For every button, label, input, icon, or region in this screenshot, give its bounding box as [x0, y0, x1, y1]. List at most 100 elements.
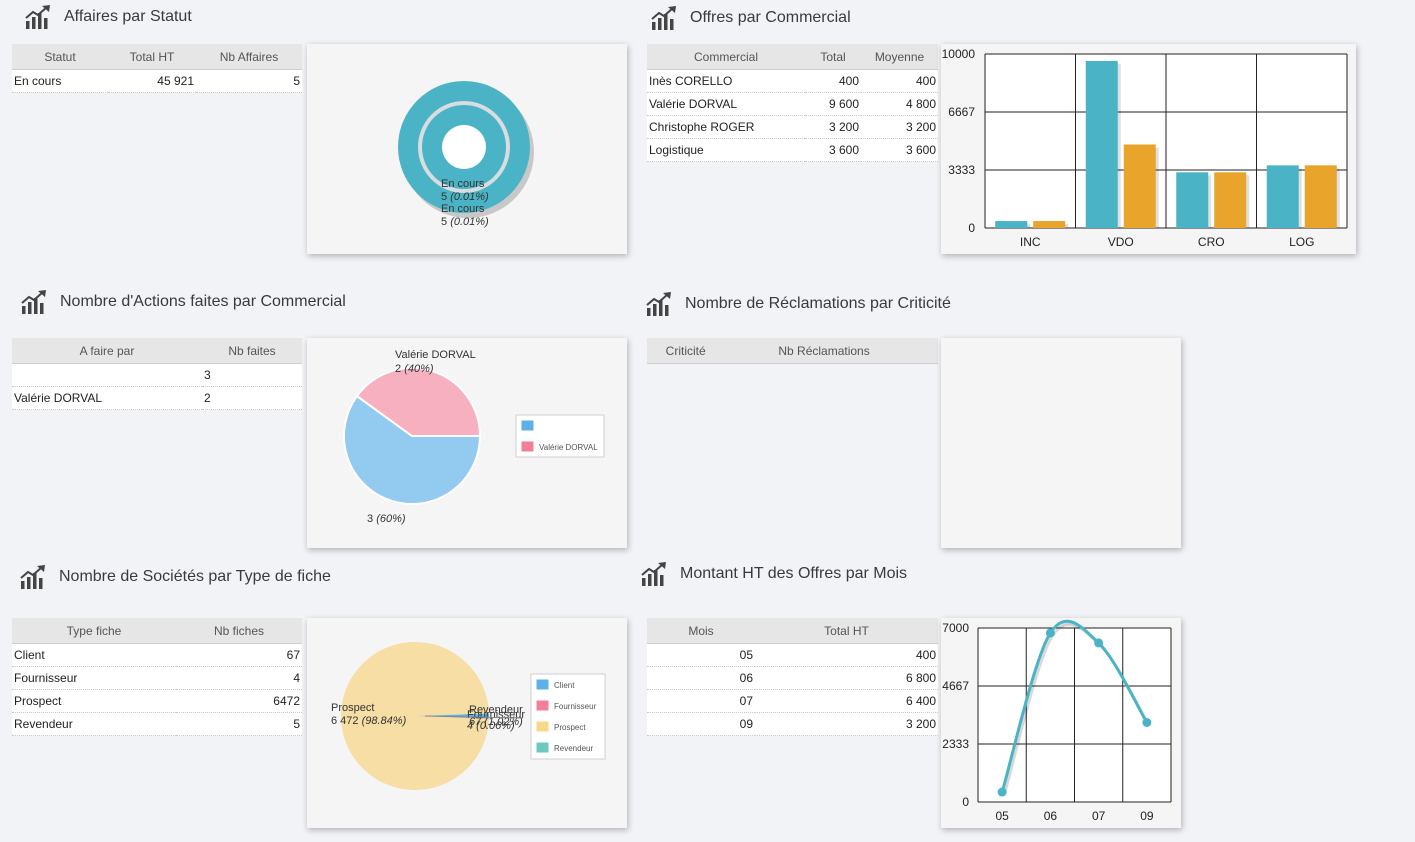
- cell-total: 9 600: [805, 92, 861, 116]
- chart-growth-icon: [646, 292, 671, 316]
- table-row[interactable]: En cours 45 921 5: [12, 69, 302, 93]
- column-header-nb-faites[interactable]: Nb faites: [202, 338, 302, 364]
- bar[interactable]: [1304, 165, 1337, 228]
- x-tick-label: VDO: [1108, 235, 1134, 249]
- table-montant: Mois Total HT 05 400 06 6 800 07 6 400 0…: [647, 618, 938, 736]
- bar[interactable]: [1123, 144, 1156, 228]
- data-point[interactable]: [1142, 717, 1152, 727]
- table-row[interactable]: Client 67: [12, 643, 302, 667]
- table-row[interactable]: Christophe ROGER 3 200 3 200: [647, 115, 938, 139]
- legend-swatch: [535, 720, 550, 733]
- column-header-statut[interactable]: Statut: [12, 44, 108, 70]
- cell-type-fiche: Client: [12, 643, 176, 667]
- widget-title-societes: Nombre de Sociétés par Type de fiche: [19, 564, 331, 590]
- x-tick-label: CRO: [1198, 235, 1225, 249]
- pie-slice[interactable]: [341, 641, 489, 790]
- table-row[interactable]: Fournisseur 4: [12, 666, 302, 690]
- cell-total-ht: 6 800: [755, 666, 938, 690]
- cell-total: 400: [805, 69, 861, 93]
- table-row[interactable]: Revendeur 5: [12, 712, 302, 736]
- data-point[interactable]: [997, 787, 1007, 797]
- table-row[interactable]: Inès CORELLO 400 400: [647, 69, 938, 93]
- legend-item[interactable]: Prospect: [554, 723, 586, 732]
- table-row[interactable]: Logistique 3 600 3 600: [647, 138, 938, 162]
- chart-growth-icon: [641, 562, 666, 586]
- data-point[interactable]: [1045, 628, 1055, 638]
- column-header-commercial[interactable]: Commercial: [647, 44, 805, 70]
- table-header: Commercial Total Moyenne: [647, 44, 938, 70]
- cell-commercial: Christophe ROGER: [647, 115, 805, 139]
- table-row[interactable]: Prospect 6472: [12, 689, 302, 713]
- cell-total-ht: 400: [755, 643, 938, 667]
- donut-outer-label: En cours: [441, 178, 485, 190]
- legend-swatch: [535, 678, 550, 691]
- legend-item[interactable]: Fournisseur: [554, 702, 597, 711]
- pie-chart: Prospect 6 472 (98.84%) Revendeur Fourni…: [331, 641, 606, 790]
- chart-growth-icon: [21, 290, 46, 314]
- pie-label-prospect-value: 6 472 (98.84%): [331, 715, 407, 727]
- cell-total: 3 200: [805, 115, 861, 139]
- table-reclamations: Criticité Nb Réclamations: [647, 338, 938, 364]
- cell-moyenne: 3 200: [861, 115, 938, 139]
- column-header-nb-fiches[interactable]: Nb fiches: [176, 618, 302, 644]
- legend-item[interactable]: Revendeur: [554, 744, 593, 753]
- table-actions: A faire par Nb faites 3 Valérie DORVAL 2: [12, 338, 302, 410]
- cell-mois: 07: [647, 689, 755, 713]
- bar[interactable]: [1176, 172, 1209, 228]
- y-tick-label: 0: [962, 795, 969, 809]
- column-header-criticite[interactable]: Criticité: [647, 338, 725, 364]
- column-header-moyenne[interactable]: Moyenne: [861, 44, 938, 70]
- donut-hole: [442, 125, 486, 169]
- column-header-total[interactable]: Total: [805, 44, 861, 70]
- table-row[interactable]: 05 400: [647, 643, 938, 667]
- cell-mois: 05: [647, 643, 755, 667]
- table-header: Mois Total HT: [647, 618, 938, 644]
- table-row[interactable]: 09 3 200: [647, 712, 938, 736]
- chart-legend: Valérie DORVAL: [515, 414, 605, 458]
- pie-label-top-value: 2 (40%): [395, 363, 434, 375]
- column-header-mois[interactable]: Mois: [647, 618, 755, 644]
- column-header-total-ht[interactable]: Total HT: [108, 44, 196, 70]
- bar[interactable]: [1085, 60, 1118, 229]
- pie-slice[interactable]: [355, 367, 482, 437]
- bar[interactable]: [1033, 221, 1066, 228]
- column-header-nb-affaires[interactable]: Nb Affaires: [196, 44, 302, 70]
- table-row[interactable]: 06 6 800: [647, 666, 938, 690]
- y-tick-label: 4667: [942, 679, 969, 693]
- y-tick-label: 7000: [942, 621, 969, 635]
- table-row[interactable]: Valérie DORVAL 2: [12, 386, 302, 410]
- chart-growth-icon: [651, 6, 676, 30]
- table-header: Criticité Nb Réclamations: [647, 338, 938, 364]
- chart-panel-affaires-statut: En cours 5 (0.01%) En cours 5 (0.01%): [307, 44, 627, 254]
- widget-title-affaires-statut: Affaires par Statut: [24, 4, 192, 30]
- series-line: [1000, 619, 1149, 793]
- table-row[interactable]: Valérie DORVAL 9 600 4 800: [647, 92, 938, 116]
- y-tick-label: 0: [968, 221, 975, 235]
- legend-item[interactable]: Client: [554, 681, 575, 690]
- pie-overlapping-labels: Revendeur Fournisseur 67 (1.02%) 4 (0.06…: [467, 704, 525, 732]
- data-point[interactable]: [1094, 638, 1104, 648]
- x-tick-label: INC: [1020, 235, 1041, 249]
- cell-type-fiche: Fournisseur: [12, 666, 176, 690]
- column-header-type-fiche[interactable]: Type fiche: [12, 618, 176, 644]
- column-header-total-ht[interactable]: Total HT: [755, 618, 938, 644]
- column-header-nb-reclamations[interactable]: Nb Réclamations: [724, 338, 938, 364]
- pie-slice[interactable]: [415, 713, 489, 716]
- column-header-a-faire-par[interactable]: A faire par: [12, 338, 202, 364]
- table-row[interactable]: 3: [12, 363, 302, 387]
- y-tick-label: 10000: [942, 47, 976, 61]
- legend-swatch: [520, 419, 535, 432]
- pie-slice[interactable]: [343, 394, 482, 505]
- legend-item[interactable]: Valérie DORVAL: [539, 443, 598, 452]
- svg-text:Revendeur: Revendeur: [469, 704, 523, 716]
- cell-commercial: Inès CORELLO: [647, 69, 805, 93]
- bar[interactable]: [1266, 165, 1299, 228]
- bar[interactable]: [995, 221, 1028, 228]
- table-row[interactable]: 07 6 400: [647, 689, 938, 713]
- pie-slice[interactable]: [415, 716, 489, 719]
- bar[interactable]: [1214, 172, 1247, 228]
- cell-moyenne: 4 800: [861, 92, 938, 116]
- cell-a-faire-par: [12, 363, 202, 387]
- cell-total-ht: 3 200: [755, 712, 938, 736]
- widget-title-actions: Nombre d'Actions faites par Commercial: [20, 289, 346, 315]
